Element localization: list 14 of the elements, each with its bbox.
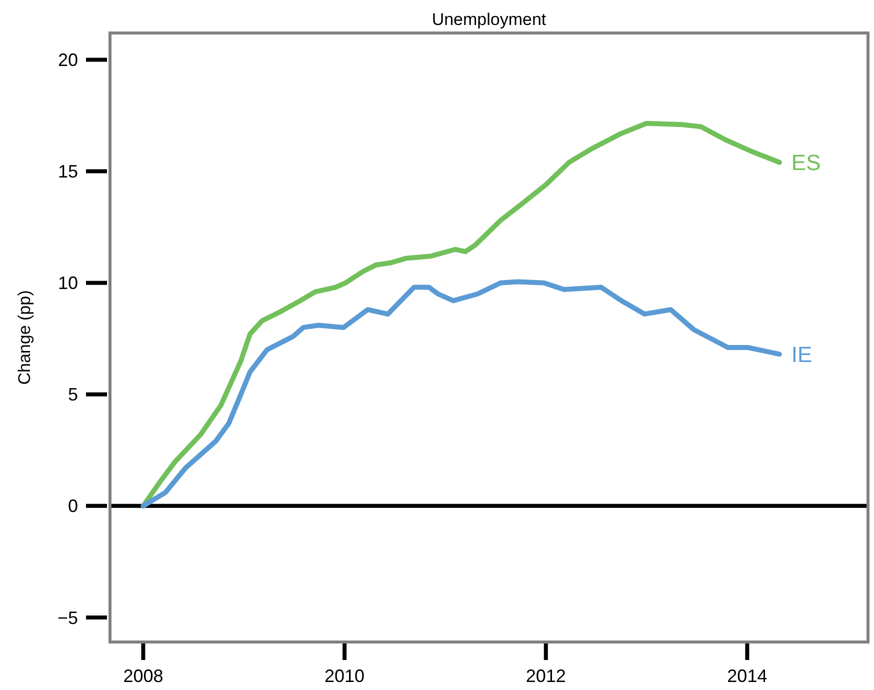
y-tick-label: 20: [58, 50, 78, 70]
x-tick-label: 2012: [526, 666, 566, 686]
x-tick-label: 2014: [727, 666, 768, 686]
series-label: IE: [791, 342, 812, 367]
y-axis-title: Change (pp): [14, 290, 34, 385]
y-tick-label: 0: [68, 496, 78, 516]
y-tick-label: 5: [68, 384, 78, 405]
chart-title: Unemployment: [432, 10, 546, 29]
y-tick-label: 15: [58, 162, 78, 182]
y-tick-label: −5: [57, 608, 78, 628]
x-tick-label: 2010: [324, 666, 365, 686]
series-label: ES: [791, 150, 821, 176]
x-tick-label: 2008: [123, 666, 164, 686]
y-tick-label: 10: [58, 273, 78, 294]
